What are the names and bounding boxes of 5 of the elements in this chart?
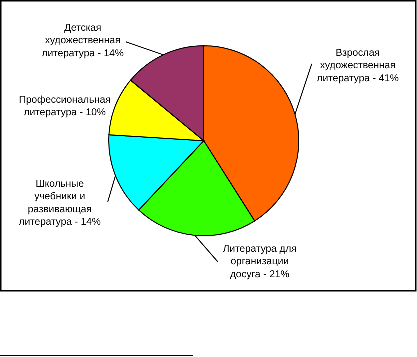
slice-label: Профессиональная литература - 10% xyxy=(19,95,111,119)
slice-label: Школьные учебники и развивающая литература - 14% xyxy=(19,179,102,228)
slice-label: Литература для организации досуга - 21% xyxy=(223,244,297,280)
slice-label: Взрослая художественная литература - 41% xyxy=(317,48,400,84)
slice-label: Детская художественная литература - 14% xyxy=(42,23,124,60)
